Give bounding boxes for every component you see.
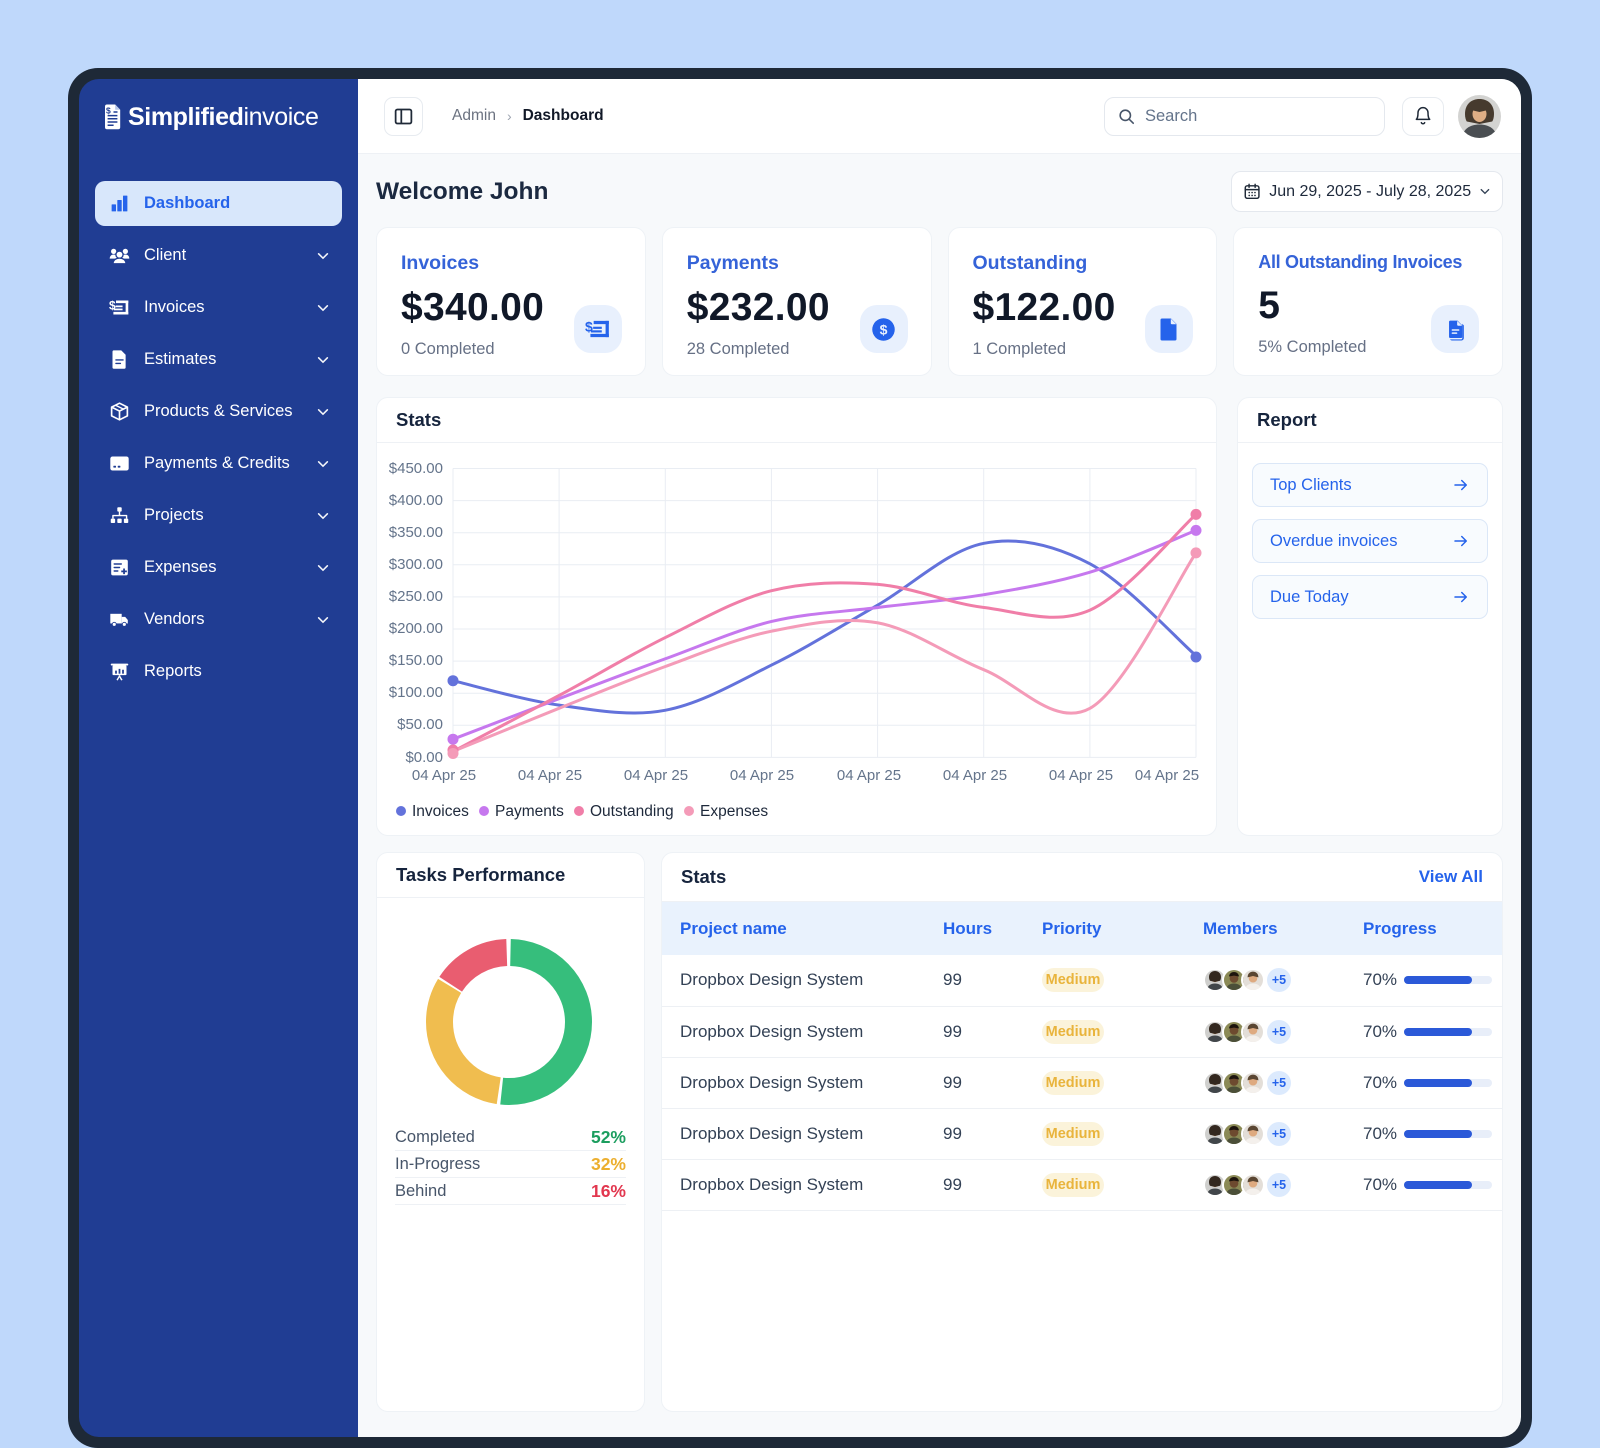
svg-text:04 Apr 25: 04 Apr 25 (1049, 767, 1113, 784)
svg-text:$50.00: $50.00 (397, 716, 443, 733)
svg-text:$0.00: $0.00 (405, 749, 443, 766)
svg-text:$: $ (880, 321, 888, 337)
svg-text:$400.00: $400.00 (389, 492, 443, 509)
svg-text:Outstanding: Outstanding (590, 803, 674, 820)
svg-text:$: $ (109, 299, 116, 313)
svg-text:Invoices: Invoices (412, 803, 469, 820)
svg-text:04 Apr 25: 04 Apr 25 (943, 767, 1007, 784)
svg-text:04 Apr 25: 04 Apr 25 (412, 767, 476, 784)
svg-text:04 Apr 25: 04 Apr 25 (1135, 767, 1199, 784)
svg-text:$350.00: $350.00 (389, 524, 443, 541)
svg-text:Payments: Payments (495, 803, 564, 820)
svg-text:$300.00: $300.00 (389, 556, 443, 573)
svg-text:$450.00: $450.00 (389, 460, 443, 477)
svg-text:Expenses: Expenses (700, 803, 768, 820)
svg-text:$250.00: $250.00 (389, 588, 443, 605)
svg-text:04 Apr 25: 04 Apr 25 (837, 767, 901, 784)
svg-text:$200.00: $200.00 (389, 620, 443, 637)
svg-text:$: $ (585, 319, 593, 335)
svg-text:04 Apr 25: 04 Apr 25 (624, 767, 688, 784)
svg-text:$150.00: $150.00 (389, 652, 443, 669)
svg-text:04 Apr 25: 04 Apr 25 (518, 767, 582, 784)
svg-text:$100.00: $100.00 (389, 684, 443, 701)
svg-text:$: $ (106, 106, 111, 116)
svg-text:04 Apr 25: 04 Apr 25 (730, 767, 794, 784)
